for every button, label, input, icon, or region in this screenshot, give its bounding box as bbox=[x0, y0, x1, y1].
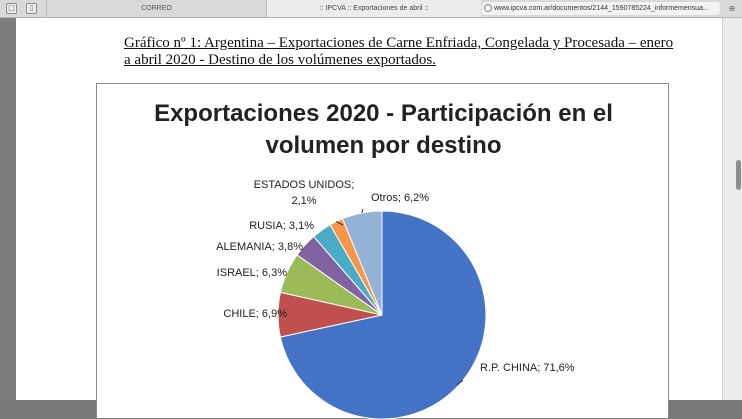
leader-line-estados-unidos bbox=[336, 221, 344, 226]
slice-label-china: R.P. CHINA; 71,6% bbox=[480, 362, 575, 374]
slice-label-estados-unidos: ESTADOS UNIDOS; 2,1% bbox=[254, 179, 355, 207]
slice-label-israel: ISRAEL; 6,3% bbox=[217, 267, 288, 279]
tab-ipcva-exportaciones[interactable]: :: IPCVA :: Exportaciones de abril :: bbox=[266, 0, 481, 17]
slice-label-rusia: RUSIA; 3,1% bbox=[249, 220, 314, 232]
chart-title: Exportaciones 2020 - Participación en el… bbox=[97, 98, 670, 162]
pdf-viewer[interactable]: Gráfico nº 1: Argentina – Exportaciones … bbox=[0, 18, 742, 419]
sidebar-icon[interactable]: ▯ bbox=[26, 3, 37, 14]
slice-label-otros: Otros; 6,2% bbox=[371, 192, 429, 204]
pie-chart: Exportaciones 2020 - Participación en el… bbox=[96, 83, 670, 419]
chart-title-line-2: volumen por destino bbox=[265, 132, 502, 159]
caption-line-2: a abril 2020 - Destino de los volúmenes … bbox=[124, 52, 437, 68]
scrollbar-thumb[interactable] bbox=[736, 160, 741, 190]
scrollbar-track[interactable] bbox=[722, 18, 742, 400]
pie-slice-otros bbox=[341, 210, 383, 316]
tab-correo[interactable]: CORREO bbox=[46, 0, 266, 17]
chart-title-line-1: Exportaciones 2020 - Participación en el bbox=[154, 100, 613, 127]
pie-chart-svg: R.P. CHINA; 71,6% CHILE; 6,9% ISRAEL; 6,3%… bbox=[216, 179, 575, 419]
slice-label-chile: CHILE; 6,9% bbox=[223, 308, 287, 320]
caption-line-1: Gráfico nº 1: Argentina – Exportaciones … bbox=[124, 35, 674, 51]
leader-line-china bbox=[456, 379, 464, 386]
address-text: www.ipcva.com.ar/documentos/2144_1590785… bbox=[494, 5, 709, 12]
leader-line-otros bbox=[361, 208, 364, 214]
slice-label-alemania: ALEMANIA; 3,8% bbox=[216, 241, 303, 253]
lock-icon bbox=[484, 4, 492, 12]
tab-overview-icon[interactable]: ⊕ bbox=[728, 4, 736, 13]
browser-tab-bar: □ ▯ CORREO :: IPCVA :: Exportaciones de … bbox=[0, 0, 742, 18]
address-bar[interactable]: www.ipcva.com.ar/documentos/2144_1590785… bbox=[482, 2, 720, 15]
window-icon[interactable]: □ bbox=[6, 3, 17, 14]
figure-caption: Gráfico nº 1: Argentina – Exportaciones … bbox=[124, 35, 684, 69]
